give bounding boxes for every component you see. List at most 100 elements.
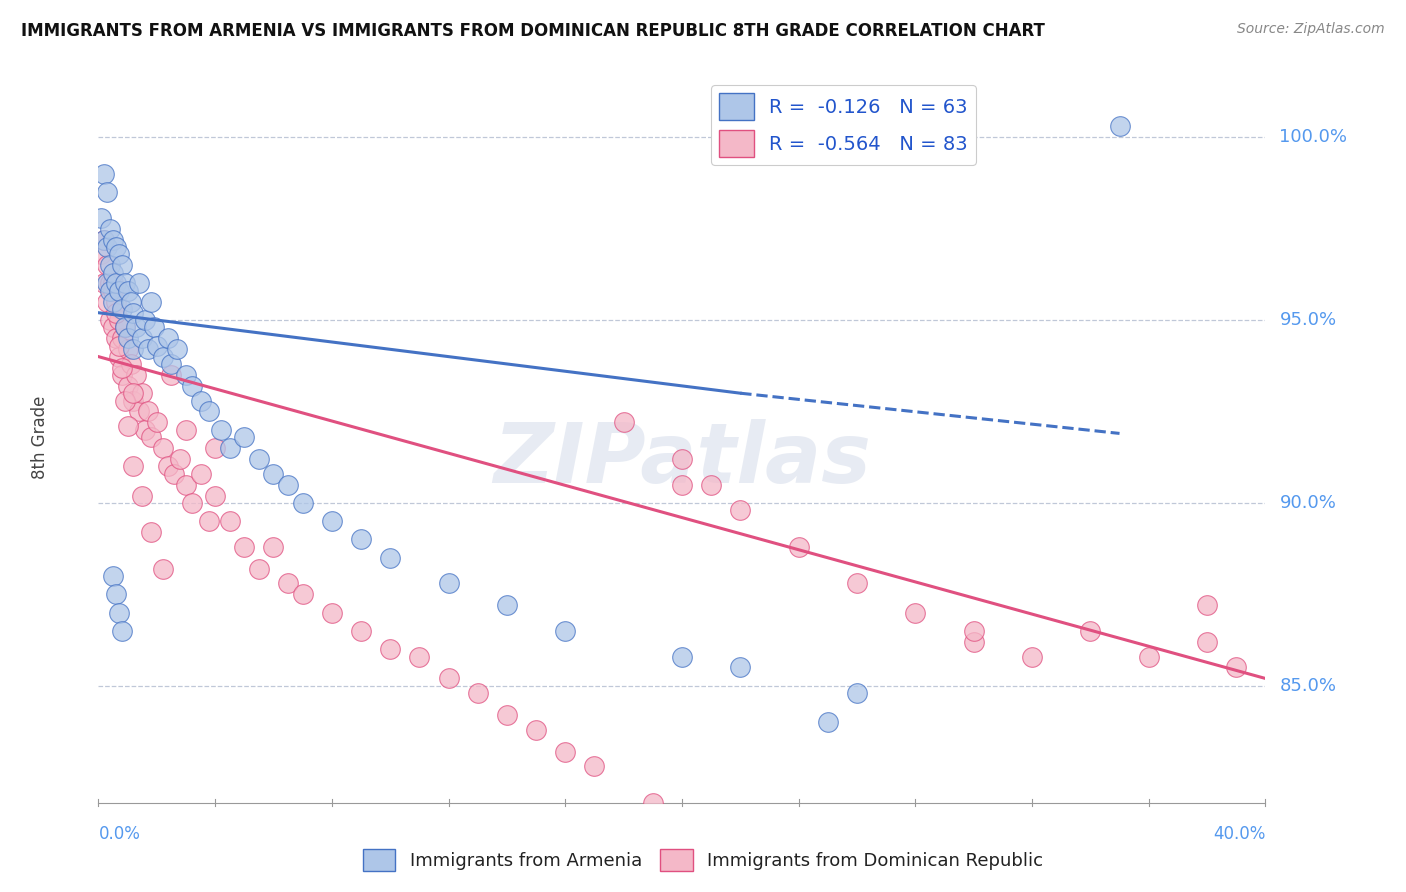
Point <box>114 320 136 334</box>
Point <box>96 277 118 291</box>
Text: 85.0%: 85.0% <box>1279 677 1337 695</box>
Point <box>117 343 139 357</box>
Point <box>198 514 221 528</box>
Point <box>169 452 191 467</box>
Point <box>218 514 240 528</box>
Point <box>152 441 174 455</box>
Point <box>134 423 156 437</box>
Text: Source: ZipAtlas.com: Source: ZipAtlas.com <box>1237 22 1385 37</box>
Point <box>904 606 927 620</box>
Point <box>142 320 165 334</box>
Point <box>554 624 576 638</box>
Point <box>93 233 115 247</box>
Point <box>218 441 240 455</box>
Point <box>93 167 115 181</box>
Point <box>134 313 156 327</box>
Point <box>120 294 142 309</box>
Point <box>157 331 180 345</box>
Point <box>98 221 121 235</box>
Legend: R =  -0.126   N = 63, R =  -0.564   N = 83: R = -0.126 N = 63, R = -0.564 N = 83 <box>711 85 976 165</box>
Point <box>671 649 693 664</box>
Point <box>101 277 124 291</box>
Point <box>104 331 127 345</box>
Point <box>114 277 136 291</box>
Point <box>117 379 139 393</box>
Point <box>104 306 127 320</box>
Point <box>128 277 150 291</box>
Point <box>641 796 664 810</box>
Point <box>93 233 115 247</box>
Point <box>160 357 183 371</box>
Point <box>1137 649 1160 664</box>
Point <box>117 419 139 434</box>
Text: ZIPatlas: ZIPatlas <box>494 418 870 500</box>
Point <box>131 386 153 401</box>
Point <box>152 562 174 576</box>
Point <box>700 477 723 491</box>
Point <box>1108 120 1130 134</box>
Point <box>612 416 634 430</box>
Point <box>846 576 869 591</box>
Point <box>93 277 115 291</box>
Point <box>437 576 460 591</box>
Point <box>583 759 606 773</box>
Point <box>96 258 118 272</box>
Point <box>101 233 124 247</box>
Text: 100.0%: 100.0% <box>1279 128 1347 146</box>
Point <box>174 368 197 382</box>
Point <box>262 467 284 481</box>
Point <box>166 343 188 357</box>
Point <box>408 649 430 664</box>
Point <box>157 459 180 474</box>
Point <box>122 306 145 320</box>
Point <box>108 313 131 327</box>
Point <box>962 624 984 638</box>
Point <box>730 660 752 674</box>
Point <box>350 624 373 638</box>
Point <box>730 503 752 517</box>
Point <box>1080 624 1102 638</box>
Point <box>108 339 131 353</box>
Point <box>262 540 284 554</box>
Point <box>101 294 124 309</box>
Point <box>204 489 226 503</box>
Point <box>111 360 134 375</box>
Point <box>233 540 256 554</box>
Text: 95.0%: 95.0% <box>1279 311 1337 329</box>
Point <box>108 284 131 298</box>
Point <box>131 331 153 345</box>
Point <box>90 211 112 225</box>
Point <box>321 606 343 620</box>
Point <box>152 350 174 364</box>
Point <box>277 576 299 591</box>
Point <box>125 368 148 382</box>
Text: 8th Grade: 8th Grade <box>31 395 49 479</box>
Point <box>108 606 131 620</box>
Point <box>98 313 121 327</box>
Point <box>146 416 169 430</box>
Point <box>96 240 118 254</box>
Text: 90.0%: 90.0% <box>1279 494 1336 512</box>
Point <box>101 320 124 334</box>
Point <box>496 599 519 613</box>
Point <box>104 240 127 254</box>
Point <box>247 452 270 467</box>
Point <box>437 672 460 686</box>
Point <box>204 441 226 455</box>
Point <box>496 708 519 723</box>
Text: 40.0%: 40.0% <box>1213 825 1265 843</box>
Point <box>190 467 212 481</box>
Point <box>380 550 402 565</box>
Point <box>120 357 142 371</box>
Point <box>114 393 136 408</box>
Point <box>125 320 148 334</box>
Point <box>101 284 124 298</box>
Point <box>122 343 145 357</box>
Point <box>114 320 136 334</box>
Point <box>108 247 131 261</box>
Point <box>1225 660 1247 674</box>
Point <box>554 745 576 759</box>
Point <box>846 686 869 700</box>
Point <box>350 533 373 547</box>
Point <box>101 266 124 280</box>
